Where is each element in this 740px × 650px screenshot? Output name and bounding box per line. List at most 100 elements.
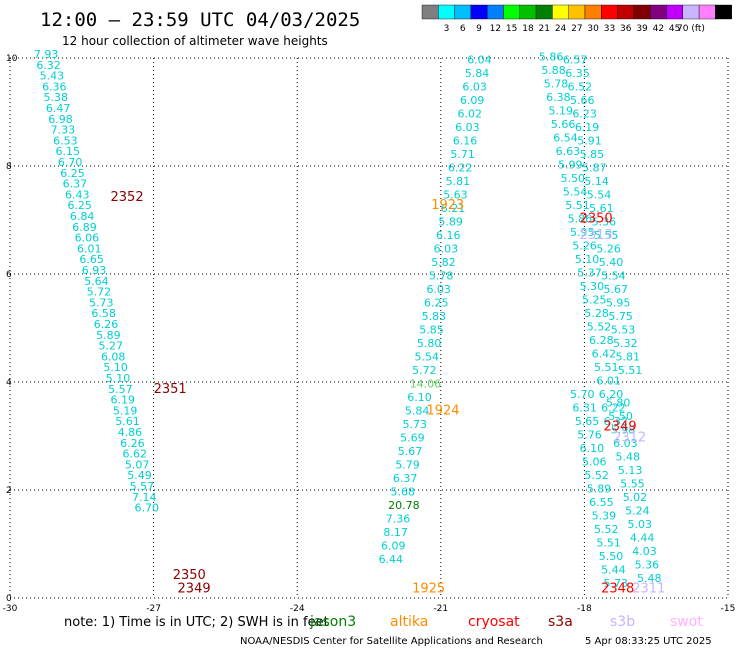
wave-height-label: 5.86 <box>568 213 593 226</box>
wave-height-label: 5.51 <box>594 361 619 374</box>
wave-height-label: 5.50 <box>599 550 624 563</box>
chart-subtitle: 12 hour collection of altimeter wave hei… <box>62 34 328 48</box>
wave-height-label: 5.51 <box>565 199 590 212</box>
wave-height-label: 6.03 <box>462 80 487 93</box>
pass-time-label: 2313 <box>580 228 613 243</box>
wave-height-label: 5.88 <box>541 64 566 77</box>
wave-height-label: 6.26 <box>120 437 144 450</box>
wave-height-label: 6.43 <box>65 188 90 201</box>
wave-height-label: 5.36 <box>635 558 660 571</box>
wave-height-label: 6.16 <box>436 229 461 242</box>
wave-height-label: 5.85 <box>580 148 605 161</box>
wave-height-label: 5.13 <box>618 464 643 477</box>
pass-time-label: 2351 <box>154 382 187 397</box>
data-points: 7.936.325.436.365.386.476.987.336.536.15… <box>34 48 662 590</box>
wave-height-label: 5.55 <box>594 229 619 242</box>
wave-height-label: 6.25 <box>67 199 92 212</box>
wave-height-label: 5.40 <box>599 256 624 269</box>
wave-height-label: 5.39 <box>592 510 617 523</box>
wave-height-label: 5.54 <box>587 188 612 201</box>
legend-swot: swot <box>670 614 703 630</box>
wave-height-label: 5.89 <box>96 329 121 342</box>
wave-height-label: 5.67 <box>604 283 629 296</box>
x-tick-label: -24 <box>290 604 305 614</box>
legend-s3b: s3b <box>610 614 635 630</box>
wave-height-label: 5.80 <box>417 337 442 350</box>
wave-height-label: 5.37 <box>577 267 602 280</box>
wave-height-label: 5.49 <box>127 469 152 482</box>
wave-height-label: 5.75 <box>608 310 633 323</box>
wave-height-label: 6.03 <box>426 283 451 296</box>
scale-swatch <box>715 4 732 20</box>
wave-height-label: 5.87 <box>582 161 607 174</box>
scale-swatch <box>682 4 700 20</box>
wave-height-label: 5.84 <box>465 67 490 80</box>
wave-height-label: 7.33 <box>51 124 76 137</box>
wave-height-label: 6.44 <box>379 553 404 566</box>
wave-height-label: 4.44 <box>630 531 655 544</box>
wave-height-label: 6.20 <box>599 388 624 401</box>
scale-swatch <box>666 4 683 20</box>
wave-height-label: 5.52 <box>587 321 612 334</box>
wave-height-label: 5.78 <box>544 78 569 91</box>
pass-time-label: 1924 <box>426 403 459 418</box>
wave-height-label: 6.42 <box>592 348 617 361</box>
wave-height-label: 5.95 <box>606 296 631 309</box>
wave-height-label: 6.26 <box>94 318 119 331</box>
wave-height-label: 5.52 <box>584 469 609 482</box>
wave-height-label: 5.70 <box>570 388 595 401</box>
legend-s3a: s3a <box>548 614 573 630</box>
scale-label: 27 <box>571 24 582 34</box>
wave-height-label: 5.61 <box>589 202 614 215</box>
pass-time-label: 2350 <box>173 568 206 583</box>
wave-height-label: 6.06 <box>75 232 100 245</box>
wave-height-label: 5.73 <box>604 577 629 590</box>
footer-note: note: 1) Time is in UTC; 2) SWH is in fe… <box>64 615 329 630</box>
scale-label: 9 <box>476 24 482 34</box>
wave-height-label: 5.61 <box>115 415 140 428</box>
pass-time-label: 2349 <box>604 420 637 435</box>
wave-height-label: 6.03 <box>455 121 480 134</box>
wave-height-label: 5.81 <box>616 350 641 363</box>
wave-height-label: 6.02 <box>458 107 483 120</box>
scale-swatch <box>584 4 602 20</box>
y-tick-label: 0 <box>6 594 12 604</box>
wave-height-label: 5.99 <box>558 159 583 172</box>
scale-swatch <box>438 4 455 20</box>
scale-swatch <box>633 4 651 20</box>
wave-height-label: 6.25 <box>424 296 449 309</box>
wave-height-label: 5.51 <box>618 364 643 377</box>
wave-height-label: 6.09 <box>460 94 485 107</box>
wave-height-label: 6.47 <box>46 102 71 115</box>
wave-height-label: 6.19 <box>575 121 600 134</box>
scale-label: 21 <box>539 24 550 34</box>
y-tick-label: 6 <box>6 270 12 280</box>
scale-label: 24 <box>555 24 567 34</box>
wave-height-label: 6.22 <box>601 402 626 415</box>
legend-jason3: jason3 <box>309 614 356 630</box>
wave-height-label: 6.55 <box>589 496 614 509</box>
scale-label: 33 <box>604 24 615 34</box>
wave-height-label: 5.76 <box>577 429 602 442</box>
wave-height-label: 5.48 <box>637 572 662 585</box>
wave-height-label: 6.70 <box>134 502 159 515</box>
wave-height-label: 5.82 <box>431 256 456 269</box>
scale-label: 36 <box>620 24 632 34</box>
wave-height-label: 6.03 <box>613 437 638 450</box>
wave-height-label: 5.80 <box>606 396 631 409</box>
wave-height-label: 6.23 <box>572 107 597 120</box>
wave-height-label: 7.14 <box>132 491 157 504</box>
pass-time-label: 2350 <box>580 212 613 227</box>
legend-cryosat: cryosat <box>468 614 520 630</box>
wave-height-label: 6.63 <box>556 145 581 158</box>
scale-swatch <box>535 4 553 20</box>
wave-height-label: 6.58 <box>91 307 116 320</box>
wave-height-label: 6.37 <box>393 472 418 485</box>
footer-credit: NOAA/NESDIS Center for Satellite Applica… <box>240 636 543 647</box>
wave-height-label: 5.03 <box>627 518 652 531</box>
pass-time-label: 2352 <box>111 190 144 205</box>
wave-height-label: 7.93 <box>34 48 59 61</box>
wave-height-label: 5.57 <box>130 480 155 493</box>
y-tick-label: 4 <box>6 378 12 388</box>
wave-height-label: 7.36 <box>386 512 411 525</box>
